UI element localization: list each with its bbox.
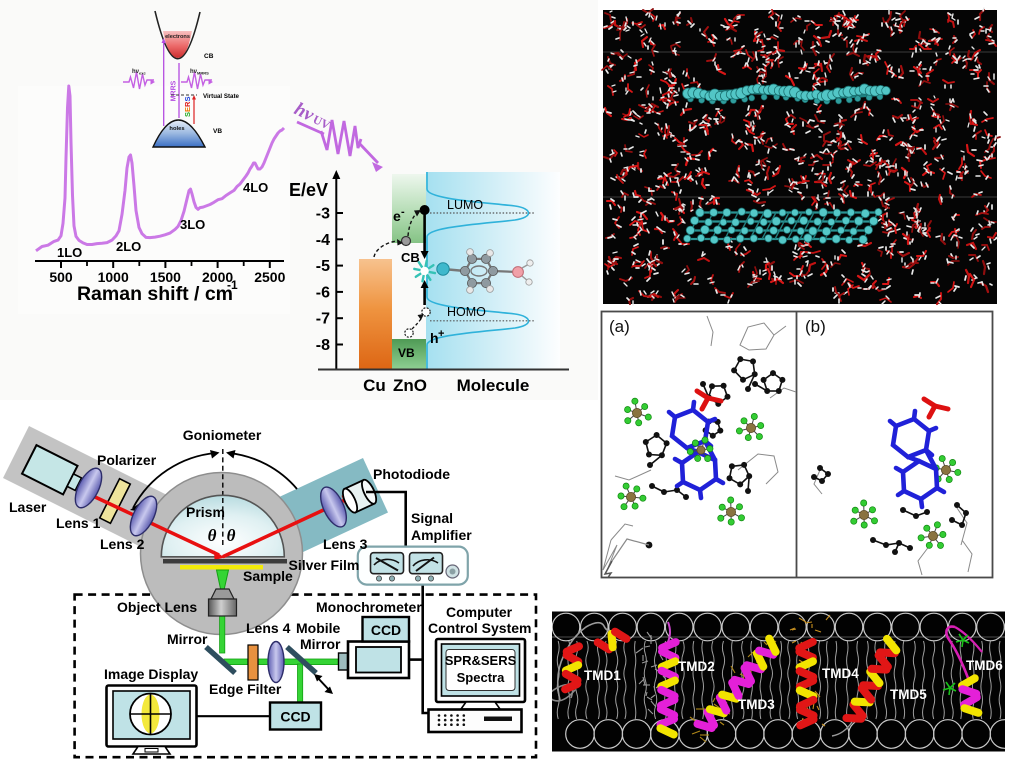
svg-text:Lens 2: Lens 2 <box>100 536 145 552</box>
svg-text:e: e <box>393 208 401 224</box>
svg-text:Virtual State: Virtual State <box>203 93 240 100</box>
svg-text:Control System: Control System <box>428 620 531 636</box>
svg-text:Lens 4: Lens 4 <box>246 620 291 636</box>
svg-text:TMD2: TMD2 <box>678 659 715 674</box>
svg-text:1500: 1500 <box>150 269 181 285</box>
svg-text:Goniometer: Goniometer <box>183 427 262 443</box>
svg-text:Edge Filter: Edge Filter <box>209 681 282 697</box>
svg-text:SPR&SERS: SPR&SERS <box>445 653 517 668</box>
svg-text:hν: hν <box>190 69 198 75</box>
svg-text:VB: VB <box>398 346 415 360</box>
svg-text:TMD3: TMD3 <box>738 697 775 712</box>
svg-text:-3: -3 <box>316 206 330 223</box>
svg-text:-4: -4 <box>316 232 330 249</box>
svg-text:-: - <box>401 206 405 218</box>
svg-text:SERS: SERS <box>183 97 192 117</box>
svg-text:MRRS: MRRS <box>171 80 178 101</box>
svg-text:2000: 2000 <box>202 269 233 285</box>
svg-text:LUMO: LUMO <box>447 198 483 212</box>
svg-text:Raman shift / cm: Raman shift / cm <box>77 283 233 305</box>
svg-text:Photodiode: Photodiode <box>373 466 450 482</box>
svg-text:Lens 1: Lens 1 <box>56 515 101 531</box>
svg-text:VB: VB <box>213 128 222 135</box>
svg-text:-5: -5 <box>316 258 330 275</box>
svg-text:-8: -8 <box>316 337 330 354</box>
svg-text:E/eV: E/eV <box>289 180 328 200</box>
svg-text:2500: 2500 <box>254 269 285 285</box>
svg-text:Cu: Cu <box>363 376 386 395</box>
svg-text:ZnO: ZnO <box>393 376 427 395</box>
svg-text:Silver Film: Silver Film <box>289 557 360 573</box>
svg-text:Polarizer: Polarizer <box>97 452 157 468</box>
svg-text:MRRS: MRRS <box>197 71 209 76</box>
svg-text:TMD5: TMD5 <box>890 687 927 702</box>
svg-text:electrons: electrons <box>165 34 190 40</box>
svg-text:Sample: Sample <box>243 568 293 584</box>
svg-text:+: + <box>438 328 444 340</box>
svg-text:holes: holes <box>169 126 184 132</box>
svg-text:2LO: 2LO <box>116 239 141 254</box>
svg-text:CCD: CCD <box>371 622 401 638</box>
svg-text:-6: -6 <box>316 284 330 301</box>
svg-text:Object Lens: Object Lens <box>117 599 197 615</box>
svg-text:Image Display: Image Display <box>104 666 198 682</box>
svg-text:Monochrometer: Monochrometer <box>316 599 422 615</box>
svg-text:exc: exc <box>139 71 146 76</box>
svg-text:1000: 1000 <box>98 269 129 285</box>
svg-text:hν: hν <box>132 69 140 75</box>
svg-text:Lens 3: Lens 3 <box>323 536 368 552</box>
svg-text:θ: θ <box>208 526 217 545</box>
svg-text:Mobile: Mobile <box>296 620 341 636</box>
svg-text:Signal: Signal <box>411 510 453 526</box>
svg-text:(a): (a) <box>609 317 630 336</box>
svg-text:500: 500 <box>49 269 73 285</box>
svg-text:CB: CB <box>401 250 420 265</box>
svg-text:-7: -7 <box>316 311 330 328</box>
svg-text:Laser: Laser <box>9 499 47 515</box>
svg-text:CB: CB <box>204 53 214 60</box>
svg-text:3LO: 3LO <box>180 217 205 232</box>
svg-text:TMD4: TMD4 <box>822 666 859 681</box>
svg-text:θ: θ <box>227 526 236 545</box>
svg-text:(b): (b) <box>805 317 826 336</box>
svg-text:TMD1: TMD1 <box>584 668 621 683</box>
svg-text:Mirror: Mirror <box>167 631 208 647</box>
svg-text:Prism: Prism <box>186 504 225 520</box>
svg-text:Amplifier: Amplifier <box>411 527 472 543</box>
svg-text:Spectra: Spectra <box>457 670 505 685</box>
svg-text:TMD6: TMD6 <box>966 658 1003 673</box>
svg-text:Molecule: Molecule <box>457 376 530 395</box>
svg-text:Computer: Computer <box>446 604 513 620</box>
svg-text:Mirror: Mirror <box>300 636 341 652</box>
svg-text:CCD: CCD <box>280 709 310 725</box>
svg-text:UV: UV <box>311 112 333 132</box>
svg-text:-1: -1 <box>227 278 238 292</box>
svg-text:4LO: 4LO <box>243 180 268 195</box>
svg-text:1LO: 1LO <box>57 245 82 260</box>
svg-text:HOMO: HOMO <box>447 305 486 319</box>
svg-text:h: h <box>430 330 439 346</box>
